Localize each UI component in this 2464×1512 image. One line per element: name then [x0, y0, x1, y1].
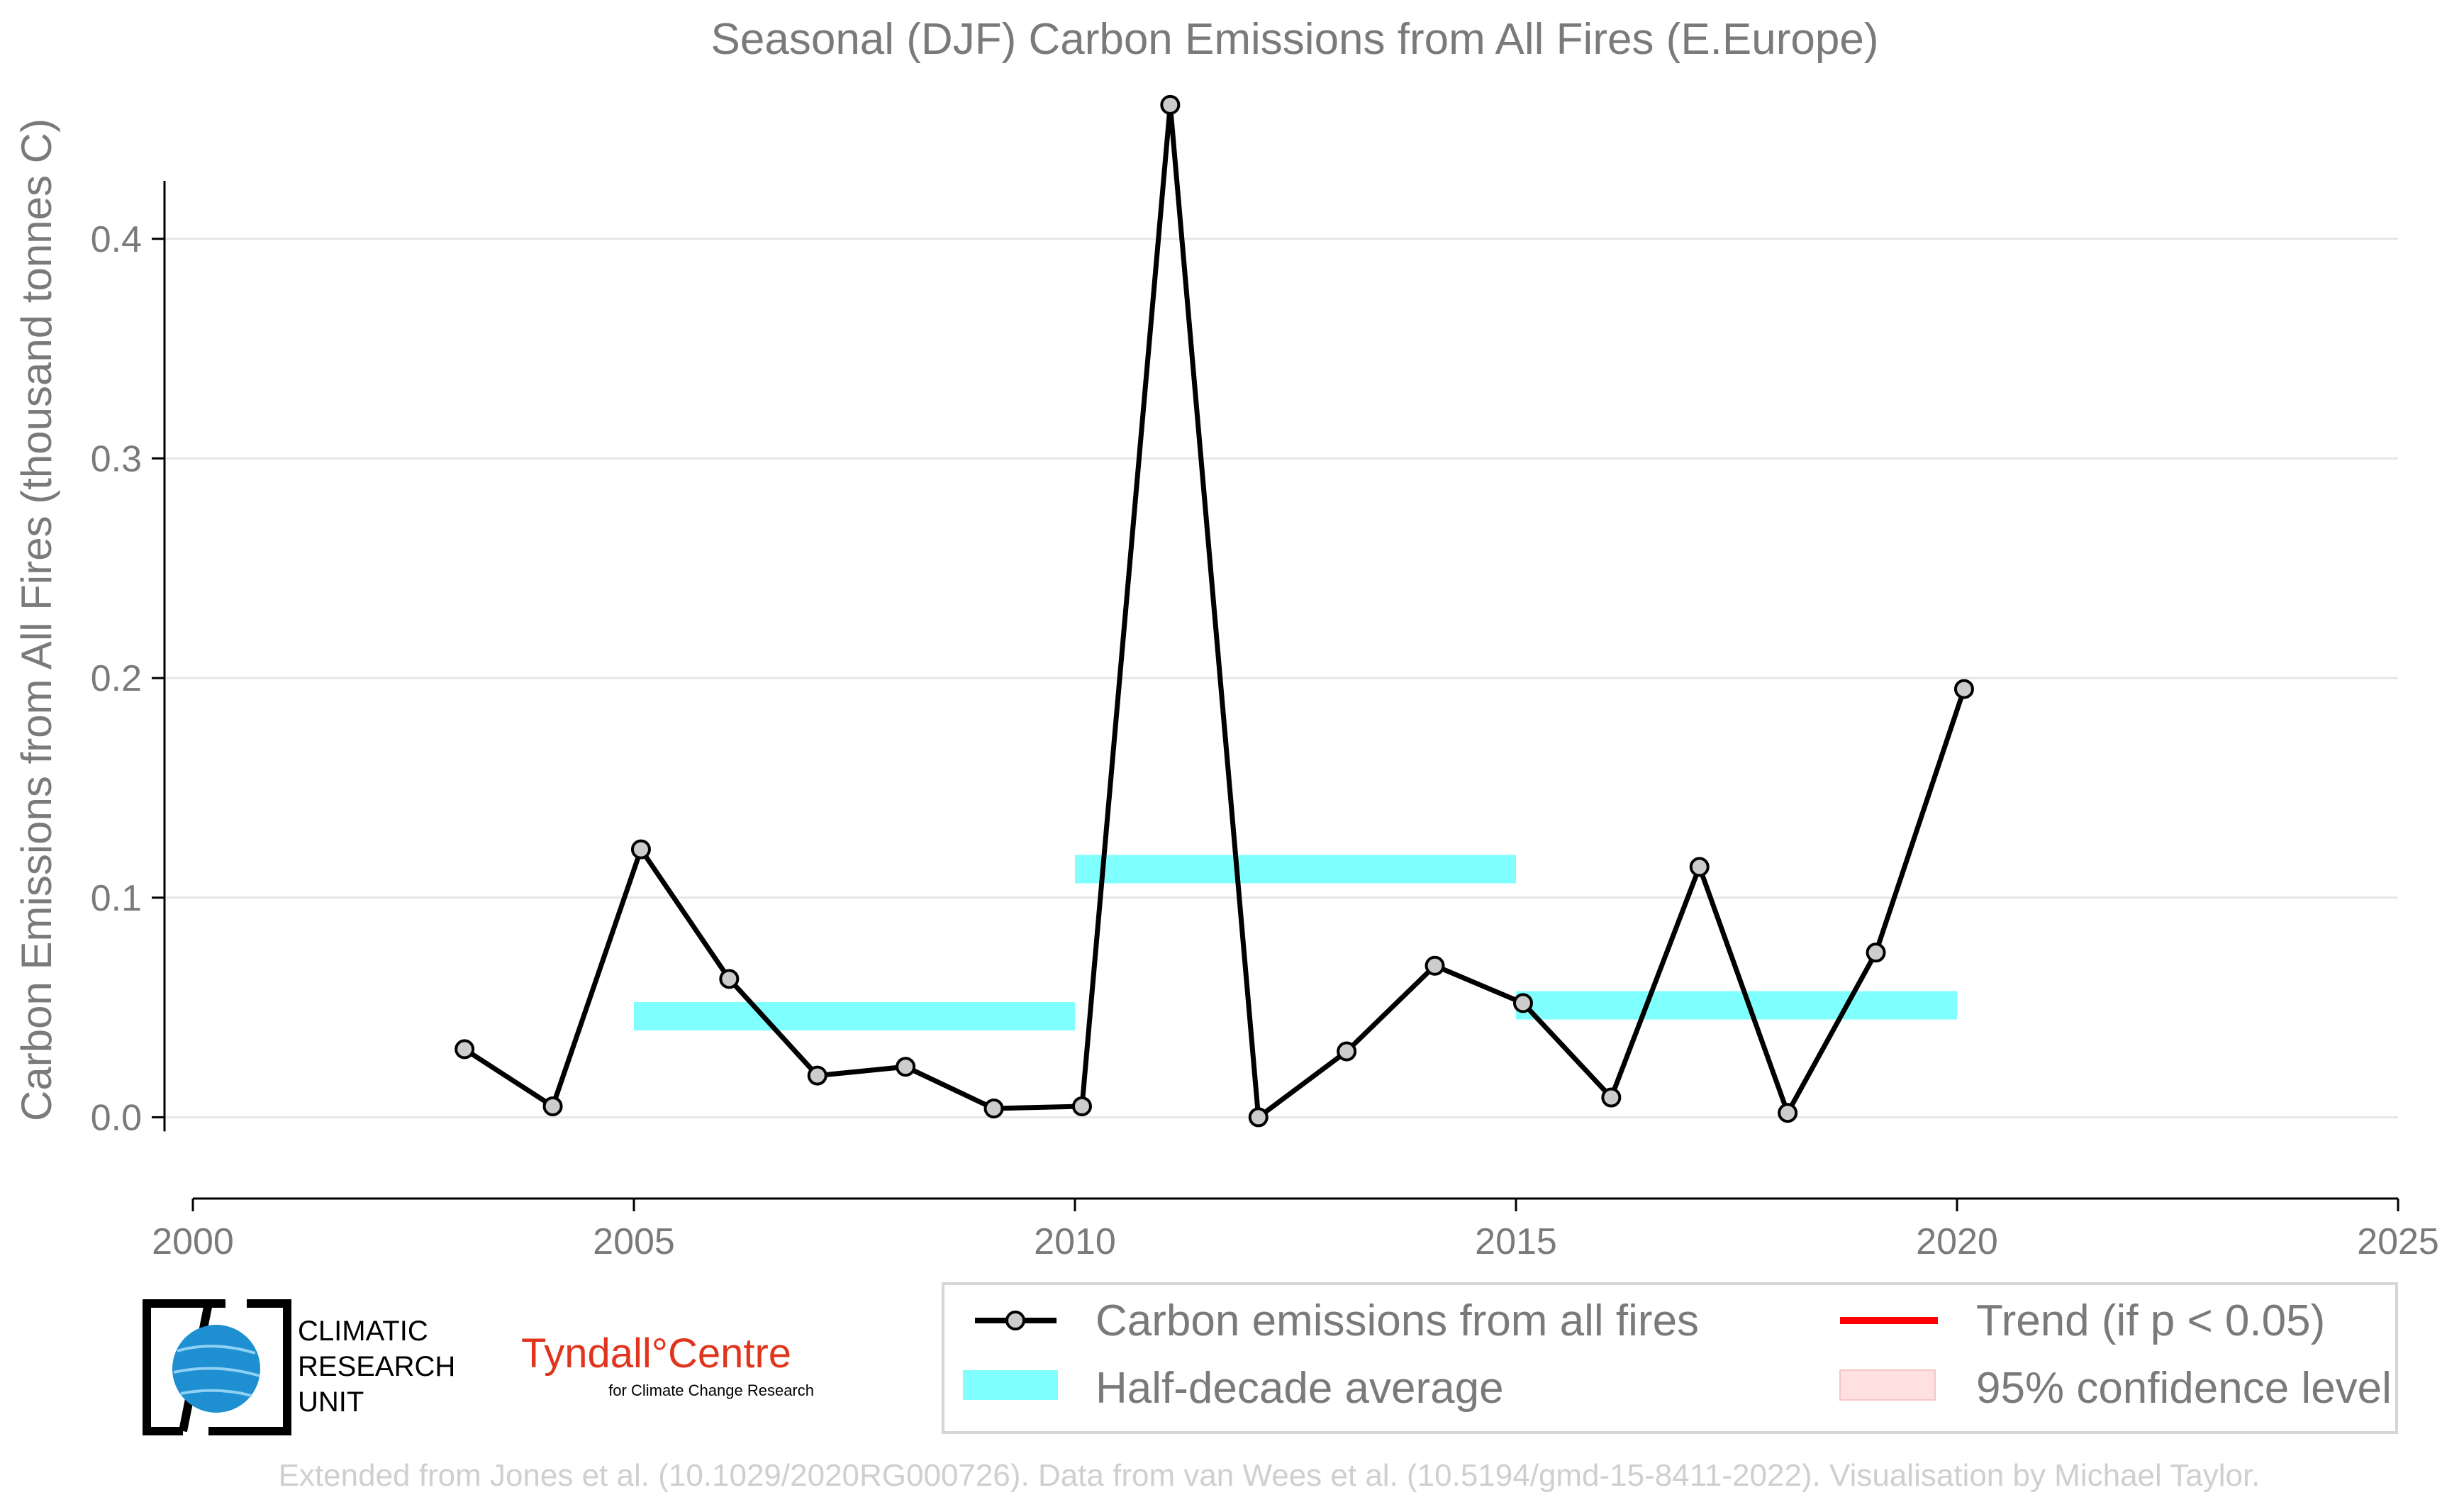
x-tick-label: 2020	[1916, 1221, 1998, 1262]
half-decade-band	[1516, 991, 1957, 1020]
data-point	[1953, 679, 1974, 699]
data-point	[455, 1039, 475, 1060]
y-tick-label: 0.0	[91, 1097, 142, 1138]
cru-logo-line2: RESEARCH	[298, 1351, 455, 1382]
data-point	[1512, 993, 1533, 1013]
x-tick-label: 2005	[593, 1221, 675, 1262]
legend-label-trend: Trend (if p < 0.05)	[1976, 1296, 2325, 1345]
y-axis: 0.0 0.1 0.2 0.3 0.4	[91, 181, 166, 1138]
x-tick-label: 2015	[1475, 1221, 1557, 1262]
data-point	[1689, 857, 1710, 877]
series-line	[463, 102, 1967, 1120]
series-lines	[463, 102, 1967, 1120]
series-points	[455, 94, 1974, 1128]
data-point	[1778, 1103, 1798, 1123]
data-point	[542, 1096, 563, 1116]
chart-title: Seasonal (DJF) Carbon Emissions from All…	[711, 15, 1879, 64]
y-tick-label: 0.1	[91, 878, 142, 919]
legend-label-confidence: 95% confidence level	[1976, 1364, 2392, 1413]
data-point	[1425, 955, 1445, 976]
data-point	[1071, 1096, 1092, 1116]
legend-marker-emissions	[1005, 1311, 1025, 1330]
data-point	[1337, 1041, 1357, 1062]
data-point	[1160, 94, 1181, 115]
legend-swatch-half-decade	[963, 1370, 1058, 1400]
y-axis-label: Carbon Emissions from All Fires (thousan…	[13, 118, 60, 1121]
y-tick-label: 0.3	[91, 438, 142, 479]
cru-logo-line1: CLIMATIC	[298, 1316, 428, 1347]
x-tick-label: 2000	[152, 1221, 234, 1262]
legend-label-emissions: Carbon emissions from all fires	[1096, 1296, 1699, 1345]
data-point	[719, 969, 740, 989]
y-tick-label: 0.4	[91, 219, 142, 260]
data-point	[1866, 943, 1886, 963]
legend-label-half-decade: Half-decade average	[1096, 1364, 1504, 1413]
footer-credit: Extended from Jones et al. (10.1029/2020…	[279, 1458, 2260, 1493]
tyndall-logo-sub: for Climate Change Research	[608, 1382, 814, 1399]
x-tick-label: 2010	[1034, 1221, 1116, 1262]
legend-swatch-confidence	[1839, 1369, 1936, 1401]
y-tick-label: 0.2	[91, 658, 142, 699]
data-point	[630, 839, 651, 860]
cru-logo-line3: UNIT	[298, 1386, 364, 1418]
data-point	[1601, 1087, 1622, 1108]
legend-box	[942, 1282, 2398, 1434]
data-point	[807, 1065, 827, 1086]
x-axis: 2000 2005 2010 2015 2020 2025	[152, 1197, 2439, 1262]
data-point	[983, 1099, 1004, 1119]
half-decade-band	[634, 1001, 1075, 1030]
grid-lines	[163, 238, 2398, 1118]
tyndall-logo: Tyndall°Centre for Climate Change Resear…	[521, 1330, 814, 1399]
half-decade-bands	[634, 855, 1957, 1030]
half-decade-band	[1075, 855, 1516, 884]
legend: Carbon emissions from all fires Half-dec…	[942, 1282, 2398, 1434]
cru-logo: CLIMATIC RESEARCH UNIT	[143, 1299, 455, 1435]
data-point	[896, 1057, 916, 1077]
tyndall-logo-main: Tyndall°Centre	[521, 1330, 791, 1377]
data-point	[1248, 1107, 1269, 1128]
x-tick-label: 2025	[2357, 1221, 2439, 1262]
